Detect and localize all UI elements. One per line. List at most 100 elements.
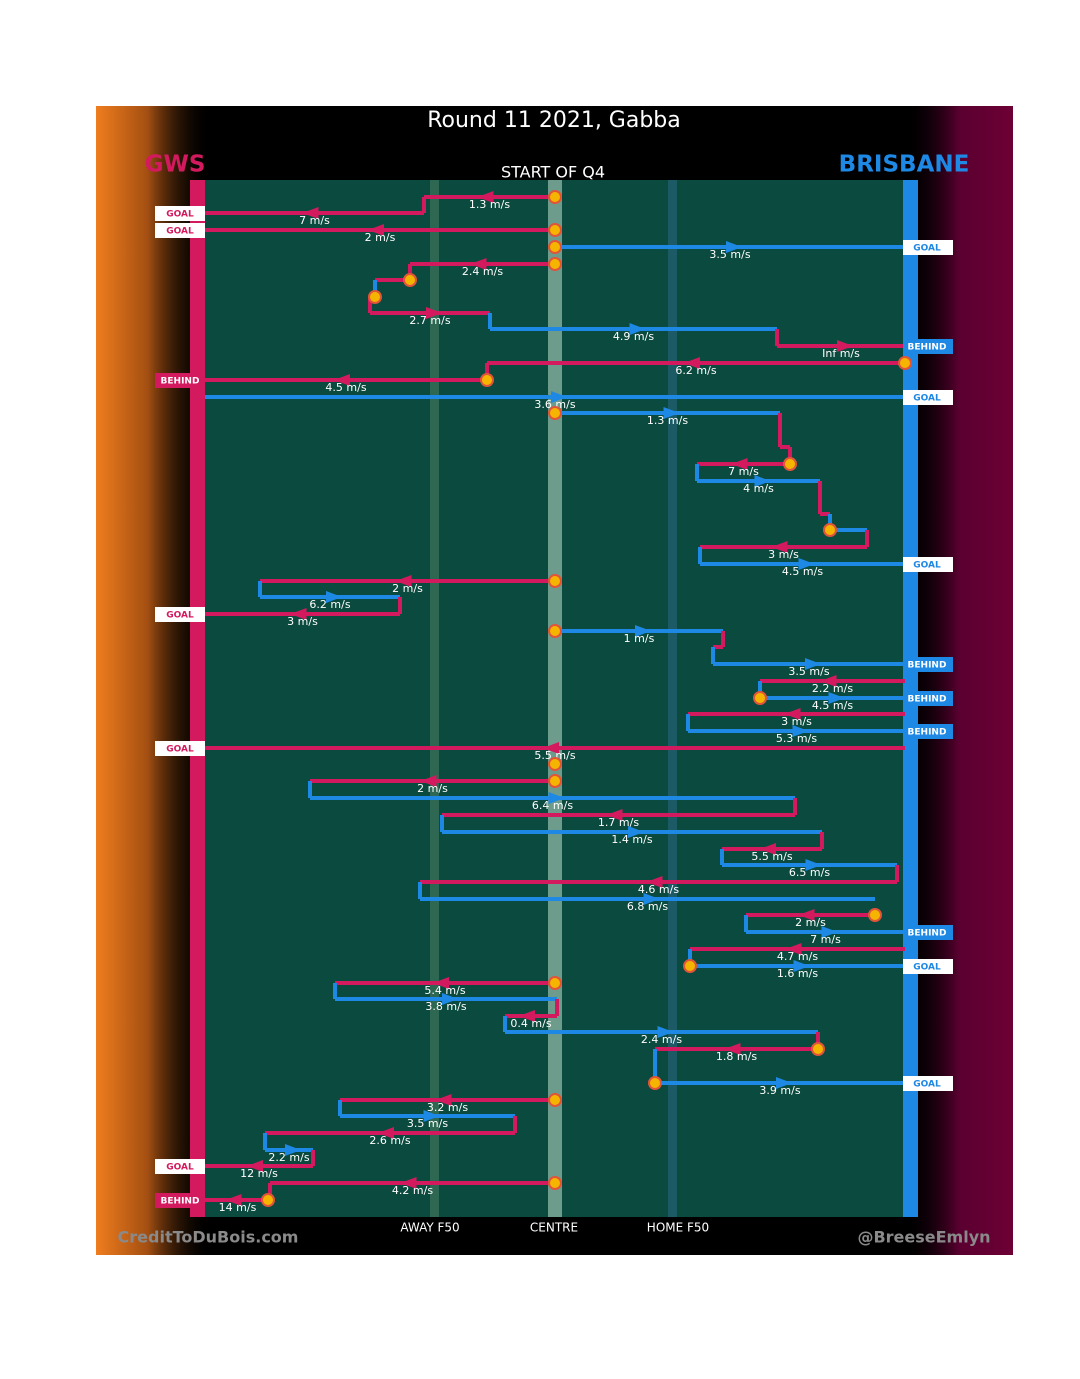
outcome-box bbox=[155, 1193, 205, 1208]
stoppage-dot bbox=[683, 959, 697, 973]
title: Round 11 2021, Gabba bbox=[427, 108, 681, 133]
outcome-box bbox=[903, 240, 953, 255]
speed-label: 2 m/s bbox=[365, 231, 396, 244]
speed-label: 2.2 m/s bbox=[268, 1151, 309, 1164]
speed-label: 0.4 m/s bbox=[510, 1017, 551, 1030]
speed-label: 4.5 m/s bbox=[782, 565, 823, 578]
stoppage-dot bbox=[548, 574, 562, 588]
speed-label: 2.6 m/s bbox=[369, 1134, 410, 1147]
speed-label: 12 m/s bbox=[240, 1167, 278, 1180]
arrow bbox=[635, 625, 651, 637]
outcome-box bbox=[155, 1159, 205, 1174]
gws-bar bbox=[190, 180, 205, 1217]
arrow bbox=[477, 191, 494, 203]
speed-label: 6.8 m/s bbox=[627, 900, 668, 913]
outcome-box bbox=[903, 724, 953, 739]
arrow bbox=[285, 1144, 301, 1156]
stoppage-dot bbox=[811, 1042, 825, 1056]
outcome-box bbox=[903, 657, 953, 672]
speed-label: 5.3 m/s bbox=[776, 732, 817, 745]
speed-label: 2 m/s bbox=[392, 582, 423, 595]
speed-label: 1.8 m/s bbox=[716, 1050, 757, 1063]
outcome-label: BEHIND bbox=[908, 728, 947, 738]
right-team: BRISBANE bbox=[839, 152, 970, 178]
arrow bbox=[423, 1110, 440, 1122]
away-f50-line bbox=[430, 180, 439, 1217]
speed-label: 5.5 m/s bbox=[534, 749, 575, 762]
home-f50-line bbox=[668, 180, 677, 1217]
arrow bbox=[837, 340, 853, 352]
arrow bbox=[470, 258, 487, 270]
arrow bbox=[771, 541, 788, 553]
arrow bbox=[805, 658, 821, 670]
arrow bbox=[724, 1043, 741, 1055]
speed-label: 3 m/s bbox=[287, 615, 318, 628]
arrow bbox=[606, 809, 623, 821]
speed-label: 3.6 m/s bbox=[534, 398, 575, 411]
outcome-box bbox=[155, 741, 205, 756]
speed-label: 1.3 m/s bbox=[647, 414, 688, 427]
speed-label: 2.2 m/s bbox=[812, 682, 853, 695]
arrow bbox=[334, 374, 350, 386]
arrow bbox=[378, 1127, 394, 1139]
arrow bbox=[760, 843, 776, 855]
stoppage-dot bbox=[548, 976, 562, 990]
outcome-label: BEHIND bbox=[908, 343, 947, 353]
outcome-label: GOAL bbox=[166, 227, 194, 237]
speed-label: 3.5 m/s bbox=[709, 248, 750, 261]
arrow bbox=[643, 893, 660, 905]
speed-label: 1.7 m/s bbox=[598, 816, 639, 829]
arrow bbox=[798, 558, 815, 570]
speed-label: 4.9 m/s bbox=[613, 330, 654, 343]
arrow bbox=[785, 943, 802, 955]
arrow bbox=[798, 909, 815, 921]
arrow bbox=[629, 323, 646, 335]
speed-label: 4.5 m/s bbox=[325, 381, 366, 394]
arrow bbox=[551, 391, 567, 403]
speed-label: 2.4 m/s bbox=[462, 265, 503, 278]
period: START OF Q4 bbox=[501, 163, 605, 182]
outcome-box bbox=[903, 1076, 953, 1091]
arrow bbox=[326, 591, 342, 603]
stoppage-dot bbox=[548, 406, 562, 420]
arrow bbox=[792, 725, 809, 737]
outcome-label: BEHIND bbox=[908, 695, 947, 705]
outcome-label: GOAL bbox=[913, 561, 941, 571]
stoppage-dot bbox=[783, 457, 797, 471]
outcome-box bbox=[155, 223, 205, 238]
arrow bbox=[628, 826, 644, 838]
arrow bbox=[368, 224, 384, 236]
stoppage-dot bbox=[480, 373, 494, 387]
arrow bbox=[776, 1077, 792, 1089]
arrow bbox=[433, 977, 449, 989]
speed-label: 1 m/s bbox=[624, 632, 655, 645]
outcome-box bbox=[903, 557, 953, 572]
outcome-label: GOAL bbox=[913, 244, 941, 254]
speed-label: 4.2 m/s bbox=[392, 1184, 433, 1197]
stoppage-dot bbox=[898, 356, 912, 370]
stoppage-dot bbox=[403, 273, 417, 287]
outcome-box bbox=[903, 959, 953, 974]
centre-line bbox=[548, 180, 562, 1217]
speed-label: 3 m/s bbox=[768, 548, 799, 561]
speed-label: 2.7 m/s bbox=[409, 314, 450, 327]
arrow bbox=[519, 1010, 535, 1022]
outcome-label: GOAL bbox=[166, 745, 194, 755]
outcome-label: BEHIND bbox=[161, 377, 200, 387]
speed-label: 14 m/s bbox=[219, 1201, 257, 1214]
arrow bbox=[548, 792, 565, 804]
arrow bbox=[420, 775, 437, 787]
arrow bbox=[657, 1026, 674, 1038]
outcome-label: GOAL bbox=[166, 611, 194, 621]
arrow bbox=[684, 357, 700, 369]
arrow bbox=[302, 207, 319, 219]
arrow bbox=[784, 708, 801, 720]
credit: CreditToDuBois.com bbox=[118, 1228, 299, 1247]
outcome-label: GOAL bbox=[913, 394, 941, 404]
speed-label: 1.3 m/s bbox=[469, 198, 510, 211]
speed-label: 7 m/s bbox=[299, 214, 330, 227]
speed-label: 2 m/s bbox=[795, 916, 826, 929]
outcome-label: GOAL bbox=[166, 210, 194, 220]
stoppage-dot bbox=[261, 1193, 275, 1207]
